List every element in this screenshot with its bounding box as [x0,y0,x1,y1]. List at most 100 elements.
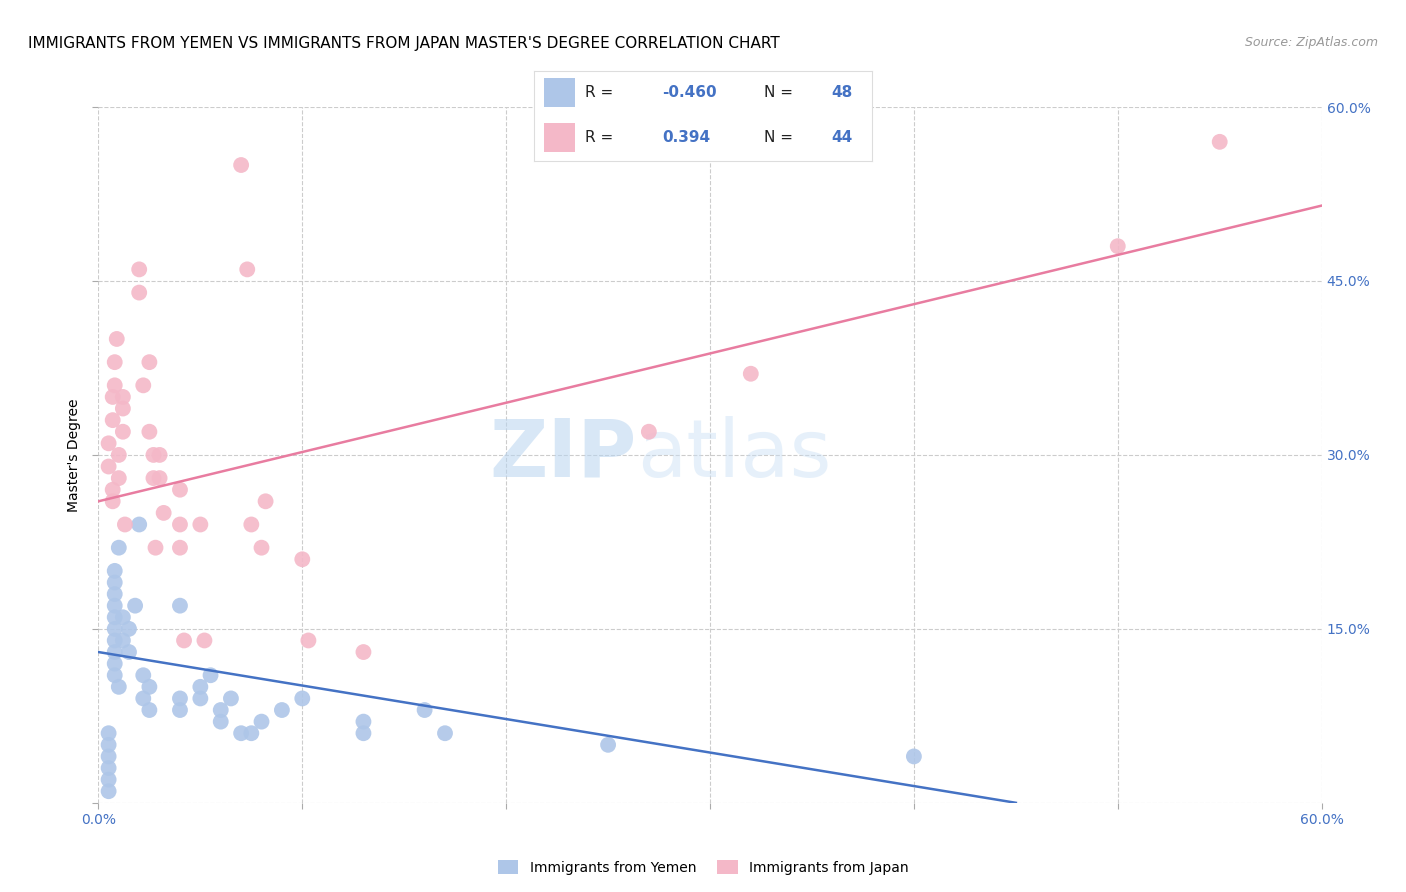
Point [209,714,232,729]
Point [104,633,127,648]
Point [104,564,127,578]
Point [169,483,191,497]
Point [188,691,212,706]
Text: atlas: atlas [637,416,831,494]
Point [132,691,155,706]
Point [236,262,259,277]
Point [104,610,127,624]
Bar [544,123,575,152]
Point [231,158,253,172]
Point [434,726,457,740]
Point [145,541,167,555]
Point [231,726,253,740]
Point [149,448,172,462]
Point [240,726,263,740]
Text: ZIP: ZIP [489,416,637,494]
Point [209,703,232,717]
Point [188,517,212,532]
Point [97,738,120,752]
Point [1107,239,1129,253]
Point [169,599,191,613]
Point [128,517,150,532]
Text: N =: N = [763,130,797,145]
Point [111,390,134,404]
Point [104,575,127,590]
Point [97,726,120,740]
Point [104,587,127,601]
Point [152,506,174,520]
Point [352,714,374,729]
Point [97,784,120,798]
Point [149,471,172,485]
Point [101,494,124,508]
Point [128,262,150,277]
Point [97,772,120,787]
Point [97,436,120,450]
Point [97,761,120,775]
Point [254,494,277,508]
Point [104,355,127,369]
Point [188,680,212,694]
Point [250,714,273,729]
Point [128,285,150,300]
Point [138,425,160,439]
Text: Source: ZipAtlas.com: Source: ZipAtlas.com [1244,36,1378,49]
Text: R =: R = [585,130,619,145]
Point [111,633,134,648]
Point [114,517,136,532]
Point [105,332,128,346]
Text: R =: R = [585,86,619,100]
Point [101,483,124,497]
Point [219,691,242,706]
Text: 0.394: 0.394 [662,130,710,145]
Point [104,599,127,613]
Point [97,459,120,474]
Text: IMMIGRANTS FROM YEMEN VS IMMIGRANTS FROM JAPAN MASTER'S DEGREE CORRELATION CHART: IMMIGRANTS FROM YEMEN VS IMMIGRANTS FROM… [28,36,780,51]
Point [132,668,155,682]
Point [250,541,273,555]
Point [169,517,191,532]
Point [111,610,134,624]
Point [193,633,215,648]
Point [142,471,165,485]
Point [132,378,155,392]
Point [104,657,127,671]
Point [598,738,620,752]
Point [108,680,131,694]
Point [169,703,191,717]
Point [740,367,762,381]
Point [104,622,127,636]
Point [104,645,127,659]
Point [169,691,191,706]
Text: N =: N = [763,86,797,100]
Point [1209,135,1232,149]
Point [138,355,160,369]
Point [104,668,127,682]
Point [903,749,925,764]
Point [118,645,141,659]
Point [413,703,436,717]
Text: -0.460: -0.460 [662,86,717,100]
Point [138,703,160,717]
Point [270,703,294,717]
Point [108,471,131,485]
Point [101,390,124,404]
Point [200,668,222,682]
Text: 44: 44 [831,130,852,145]
Text: 48: 48 [831,86,852,100]
Point [297,633,319,648]
Bar [544,78,575,107]
Point [118,622,141,636]
Legend: Immigrants from Yemen, Immigrants from Japan: Immigrants from Yemen, Immigrants from J… [492,855,914,880]
Point [352,645,374,659]
Point [111,401,134,416]
Point [291,552,314,566]
Point [352,726,374,740]
Point [124,599,146,613]
Point [169,541,191,555]
Point [138,680,160,694]
Point [108,448,131,462]
Point [240,517,263,532]
Point [142,448,165,462]
Point [104,378,127,392]
